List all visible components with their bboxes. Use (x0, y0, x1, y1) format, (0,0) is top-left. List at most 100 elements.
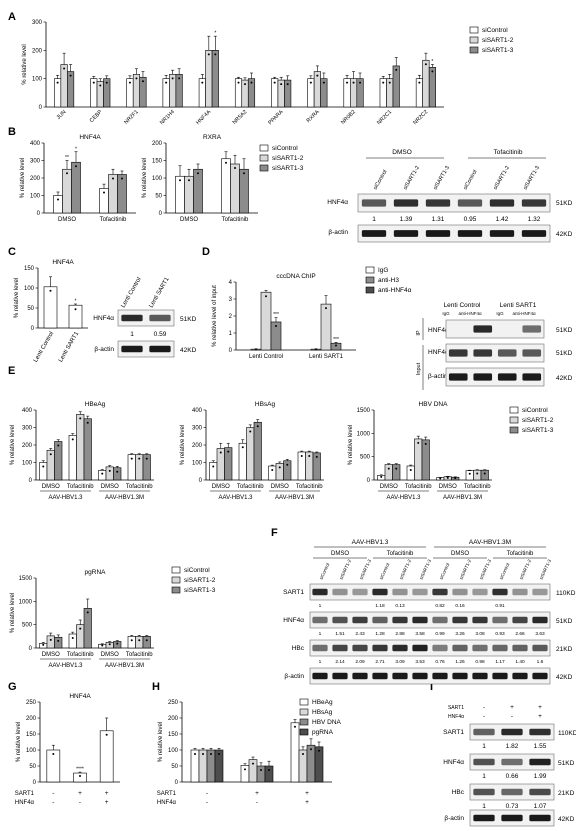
legend-swatch (259, 164, 269, 172)
quant-value: 1.51 (335, 631, 345, 637)
data-point (483, 472, 486, 475)
y-tick-label: 200 (30, 176, 41, 182)
bar (473, 469, 482, 481)
legend-swatch (171, 586, 181, 594)
blot-band (501, 758, 523, 766)
blot-band (452, 672, 468, 680)
blot-row-label: HBc (292, 645, 305, 652)
quant-value: 0.66 (506, 773, 519, 780)
data-point (439, 477, 442, 480)
lane-label: siControl (463, 169, 479, 191)
data-point (409, 469, 412, 471)
quant-value: 2.66 (515, 631, 525, 637)
y-tick-label: 0 (229, 348, 233, 354)
y-tick-label: 200 (168, 716, 179, 722)
data-point (71, 637, 74, 639)
y-tick-label: 4 (229, 280, 233, 286)
condition-value: - (52, 790, 54, 797)
x-tick-label: Tofacitinib (67, 484, 94, 490)
data-point (431, 70, 434, 73)
data-point (273, 81, 276, 84)
bar (480, 469, 489, 481)
quant-value: 0.76 (435, 659, 445, 665)
group-label: AAV-HBV1.3M (105, 495, 144, 501)
x-tick-label: NR2C2 (412, 109, 429, 126)
lane-label: siControl (378, 562, 390, 580)
bar (39, 462, 48, 481)
x-tick-label: Tofacitinib (237, 484, 264, 490)
blot-band (332, 588, 348, 596)
bar (60, 64, 68, 108)
bar (240, 765, 250, 783)
group-label: AAV-HBV1.3M (275, 495, 314, 501)
x-tick-label: NR1H4 (159, 109, 176, 126)
x-tick-label: Tofacitinib (100, 217, 127, 223)
condition-value: - (206, 790, 208, 797)
y-tick-label: 400 (30, 141, 41, 147)
bar (68, 633, 77, 649)
blot-band (492, 616, 508, 624)
bar (392, 65, 400, 108)
x-tick-label: DMSO (42, 484, 60, 490)
x-tick-label: Tofacitinib (222, 217, 249, 223)
quant-value: 0.82 (435, 603, 445, 609)
lane-label: IgG (496, 311, 504, 316)
lane-label: siControl (318, 562, 330, 580)
data-point (286, 83, 289, 86)
legend-label: IgG (378, 267, 388, 274)
data-point (197, 172, 199, 175)
blot-band (472, 588, 488, 596)
y-tick-label: 200 (26, 716, 37, 722)
bar (53, 195, 63, 214)
data-point (105, 81, 108, 84)
blot-row-label: HNF4α (327, 199, 348, 206)
legend-swatch (171, 566, 181, 574)
legend-label: siSART1-2 (184, 577, 216, 584)
mw-label: 21KD (558, 790, 575, 797)
bar (67, 71, 75, 108)
data-point (130, 457, 133, 460)
bar (275, 463, 284, 481)
blot-band (489, 230, 515, 237)
data-point (57, 444, 60, 447)
data-point (280, 83, 283, 86)
quant-value: 3.08 (475, 631, 485, 637)
data-point (388, 81, 391, 84)
blot-band (529, 788, 551, 796)
blot-band (432, 616, 448, 624)
data-point (49, 289, 52, 292)
y-axis-label: % relative level (16, 722, 22, 762)
lane-label: Lenti Control (121, 277, 143, 309)
lane-label: IgG (442, 311, 450, 316)
bar (135, 636, 144, 649)
legend-swatch (365, 266, 375, 274)
blot-band (149, 314, 171, 322)
data-point (227, 450, 230, 453)
lane-label: siSART1-2 (493, 165, 511, 191)
blot-frame (309, 639, 551, 657)
blot-section-label: IP (416, 330, 422, 336)
data-point (322, 81, 325, 84)
bar (428, 67, 436, 108)
y-tick-label: 300 (192, 426, 203, 432)
data-point (188, 179, 190, 182)
blot-band (312, 616, 328, 624)
y-tick-label: 1 (229, 331, 233, 337)
quant-value: 1.42 (496, 216, 509, 223)
condition-label: SART1 (448, 705, 464, 711)
data-point (359, 81, 362, 84)
significance-mark: *** (273, 312, 279, 318)
bar (421, 439, 430, 481)
data-point (116, 642, 119, 645)
blot-row-label: HNF4α (428, 349, 449, 356)
bar (239, 168, 249, 214)
legend-label: siSART1-3 (482, 47, 514, 54)
legend-swatch (259, 154, 269, 162)
group-label: AAV-HBV1.3 (49, 495, 84, 501)
x-tick-label: DMSO (380, 484, 398, 490)
y-tick-label: 0 (31, 326, 35, 332)
bar (260, 291, 272, 351)
mw-label: 42KD (556, 674, 573, 681)
y-tick-label: 500 (360, 455, 371, 461)
x-tick-label: Tofacitinib (67, 652, 94, 658)
